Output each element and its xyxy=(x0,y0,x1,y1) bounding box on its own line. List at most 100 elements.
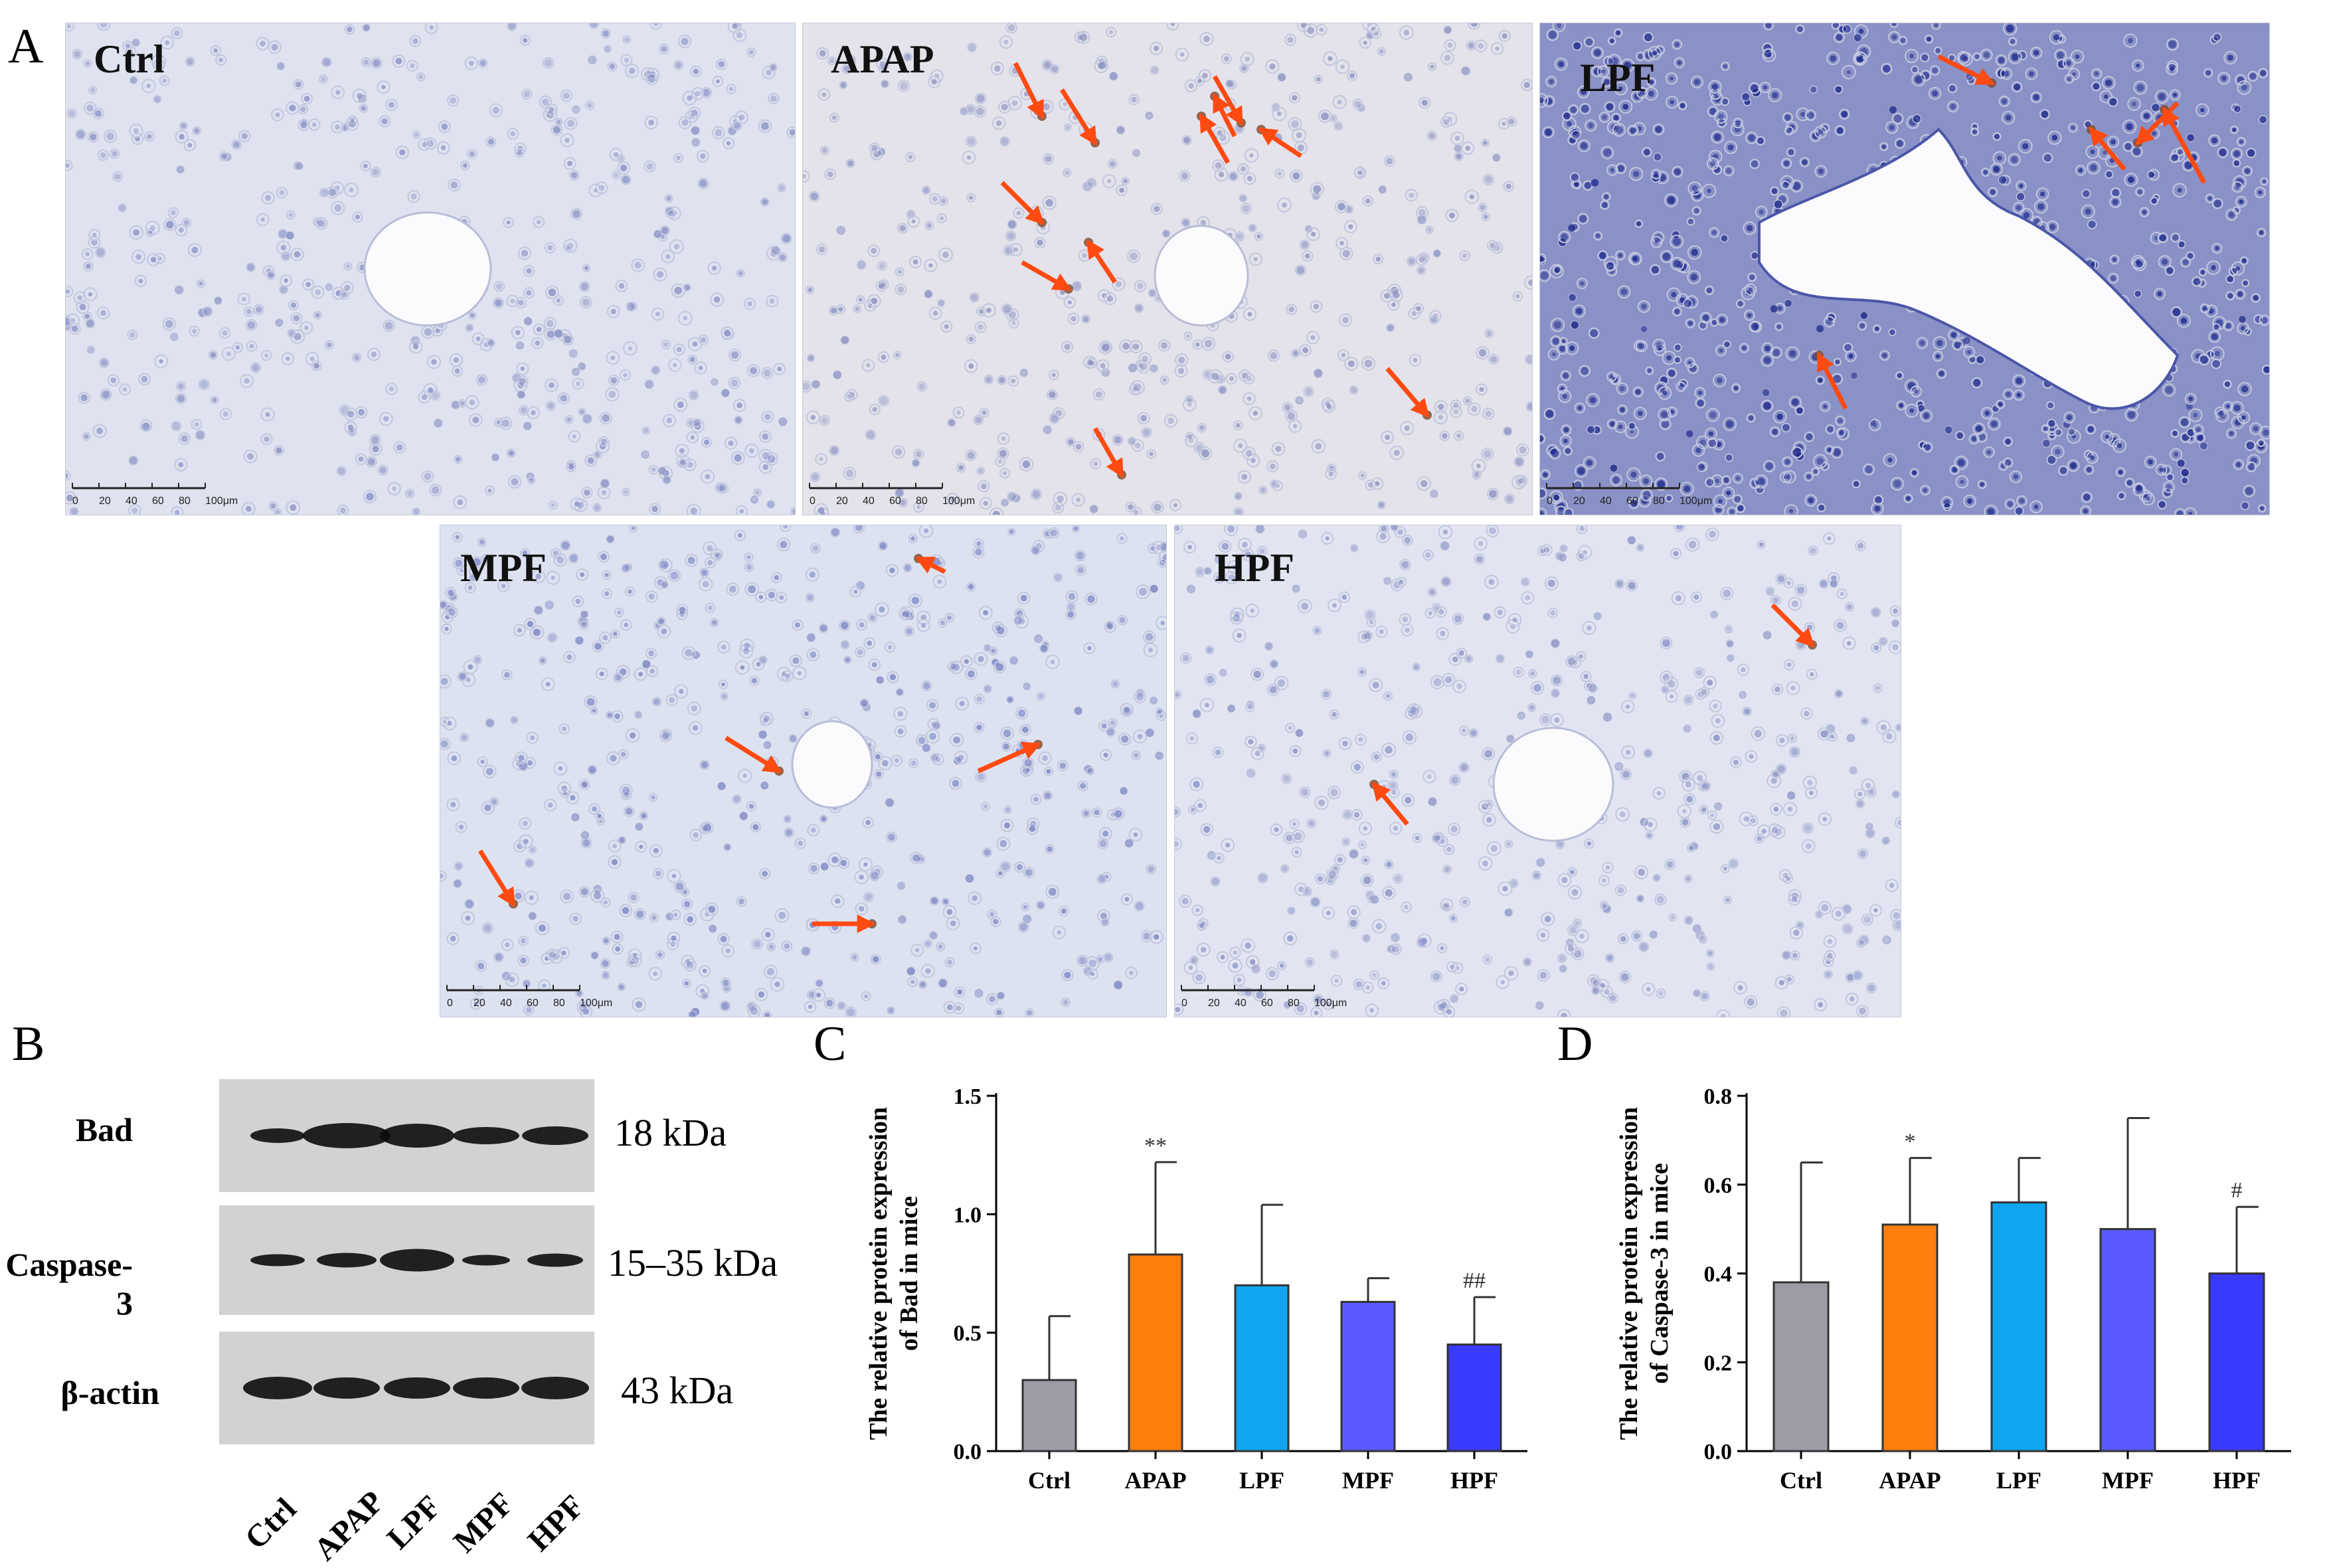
vessel-lumen xyxy=(1494,728,1613,841)
x-tick-label: LPF xyxy=(1239,1467,1284,1494)
vessel-lumen xyxy=(365,213,491,325)
scale-bar-label: 80 xyxy=(553,998,565,1009)
significance-mark: # xyxy=(2231,1178,2243,1203)
bar-lpf xyxy=(1992,1203,2046,1452)
blot-band xyxy=(250,1255,305,1266)
panel-letter-b: B xyxy=(12,1016,44,1073)
x-tick-label: HPF xyxy=(2213,1467,2261,1494)
micrograph-label: Ctrl xyxy=(94,37,165,82)
significance-mark: ** xyxy=(1144,1134,1167,1158)
scale-bar-label: 60 xyxy=(152,495,164,507)
blot-band xyxy=(243,1377,312,1399)
y-tick-label: 0.0 xyxy=(1704,1440,1733,1464)
blot-band xyxy=(527,1254,583,1267)
scale-bar-label: 60 xyxy=(527,998,539,1009)
bar-apap xyxy=(1129,1255,1182,1451)
blot-band-box-caspase3 xyxy=(219,1205,594,1315)
y-tick-label: 0.4 xyxy=(1704,1263,1733,1287)
scale-bar-label: 40 xyxy=(500,998,512,1009)
blot-band xyxy=(380,1249,454,1272)
y-axis-title-line1: The relative protein expression xyxy=(1615,1107,1643,1440)
micrograph-label: MPF xyxy=(460,545,547,591)
y-tick-label: 0.2 xyxy=(1704,1351,1733,1375)
x-tick-label: HPF xyxy=(1450,1467,1498,1494)
vessel-lumen xyxy=(1155,226,1248,325)
blot-band xyxy=(384,1377,450,1399)
kda-label-caspase3: 15–35 kDa xyxy=(608,1241,778,1285)
blot-band xyxy=(453,1127,519,1144)
scale-bar-label: 0 xyxy=(810,495,816,507)
blot-label-caspase3: Caspase-3 xyxy=(0,1245,133,1322)
bar-lpf xyxy=(1235,1285,1288,1451)
blot-band-box-bad xyxy=(219,1079,594,1192)
blot-band xyxy=(317,1253,377,1268)
x-tick-label: MPF xyxy=(2102,1467,2154,1494)
bar-mpf xyxy=(2101,1229,2155,1451)
lane-label: APAP xyxy=(307,1484,391,1568)
scale-bar-label: 60 xyxy=(1261,998,1273,1009)
micrograph-label: LPF xyxy=(1580,55,1655,101)
blot-band xyxy=(522,1126,588,1145)
blot-band xyxy=(250,1128,305,1143)
x-tick-label: Ctrl xyxy=(1028,1467,1071,1494)
scale-bar-label: 100μm xyxy=(205,495,238,507)
significance-mark: ## xyxy=(1463,1268,1486,1293)
scale-bar-label: 20 xyxy=(1573,495,1585,507)
bar-hpf xyxy=(1448,1345,1501,1452)
lane-label: LPF xyxy=(380,1488,448,1557)
scale-bar-label: 20 xyxy=(474,998,485,1009)
scale-bar-label: 20 xyxy=(99,495,111,507)
panel-letter-a: A xyxy=(8,19,43,75)
blot-band-box-beta-actin xyxy=(219,1332,594,1444)
y-tick-label: 0.6 xyxy=(1704,1174,1733,1198)
y-tick-label: 1.5 xyxy=(954,1085,982,1109)
blot-label-beta-actin: β-actin xyxy=(13,1373,159,1412)
scale-bar-label: 40 xyxy=(863,495,875,507)
scale-bar-label: 0 xyxy=(447,998,453,1009)
scale-bar-label: 0 xyxy=(72,495,78,507)
scale-bar-label: 40 xyxy=(1235,998,1247,1009)
y-tick-label: 0.0 xyxy=(954,1440,982,1464)
x-tick-label: APAP xyxy=(1879,1467,1940,1494)
bar-mpf xyxy=(1341,1302,1395,1451)
significance-mark: * xyxy=(1905,1130,1916,1154)
micrograph-label: HPF xyxy=(1215,545,1294,591)
blot-band xyxy=(453,1377,519,1399)
scale-bar-label: 80 xyxy=(179,495,191,507)
blot-band xyxy=(303,1123,390,1148)
blot-band xyxy=(313,1377,380,1399)
y-axis-title-line2: of Caspase-3 in mice xyxy=(1646,1163,1674,1383)
scale-bar-label: 40 xyxy=(1600,495,1612,507)
blot-band xyxy=(380,1124,454,1148)
bar-ctrl xyxy=(1023,1380,1076,1451)
micrograph-label: APAP xyxy=(831,37,934,82)
blot-band xyxy=(521,1377,589,1399)
kda-label-beta-actin: 43 kDa xyxy=(621,1368,733,1413)
scale-bar-label: 0 xyxy=(1181,998,1187,1009)
scale-bar-label: 20 xyxy=(1208,998,1220,1009)
scale-bar-label: 100μm xyxy=(942,495,975,507)
y-tick-label: 0.5 xyxy=(954,1322,982,1346)
scale-bar-label: 0 xyxy=(1547,495,1553,507)
scale-bar-label: 100μm xyxy=(1314,998,1347,1009)
bar-hpf xyxy=(2209,1274,2264,1452)
x-tick-label: APAP xyxy=(1124,1467,1186,1494)
bar-apap xyxy=(1883,1225,1937,1451)
scale-bar-label: 100μm xyxy=(1680,495,1712,507)
y-tick-label: 1.0 xyxy=(954,1203,982,1227)
x-tick-label: Ctrl xyxy=(1780,1467,1822,1494)
vessel-lumen xyxy=(792,721,872,808)
x-tick-label: MPF xyxy=(1342,1467,1394,1494)
